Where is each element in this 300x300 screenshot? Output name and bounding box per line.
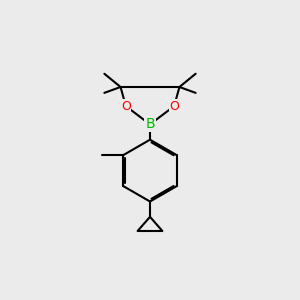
Text: O: O (121, 100, 131, 112)
Text: O: O (169, 100, 179, 112)
Text: B: B (145, 117, 155, 131)
